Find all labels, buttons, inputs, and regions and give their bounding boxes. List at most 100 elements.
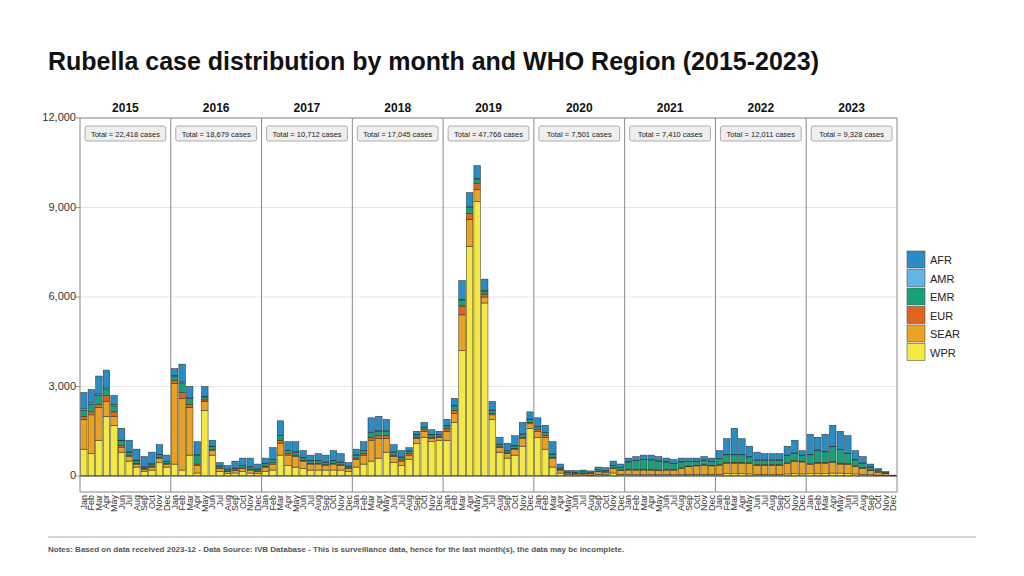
bar-segment [262,464,269,466]
bar-segment [277,421,284,435]
bar-segment [655,461,662,470]
bar-segment [814,450,821,462]
bar-segment [731,455,738,462]
bar-segment [784,455,791,462]
bar-segment [724,455,731,462]
bar-segment [209,455,216,476]
bar-segment [618,464,625,467]
bar-segment [648,470,655,474]
panel-total: Total = 9,328 cases [819,130,884,139]
bar-segment [504,454,511,458]
bar-segment [323,470,330,476]
bar-segment [345,472,352,476]
bar-segment [451,398,458,405]
bar-segment [406,448,413,451]
bar-segment [451,406,458,410]
bar-segment [572,471,579,472]
y-tick-label: 9,000 [48,201,76,213]
bar-segment [671,460,678,464]
bar-segment [761,454,768,460]
bar-segment [149,467,156,470]
bar-segment [217,469,224,472]
bar-segment [315,461,322,463]
bar-segment [474,190,481,202]
bar-segment [398,451,405,457]
bar-segment [678,458,685,462]
bar-segment [171,464,178,476]
bar-segment [489,410,496,413]
bar-segment [247,458,254,467]
bar-segment [232,471,239,473]
bar-segment [202,410,209,476]
bar-segment [497,452,504,476]
bar-segment [852,466,859,473]
bar-segment [466,246,473,476]
bar-segment [557,468,564,469]
bar-segment [829,447,836,462]
bar-segment [534,431,541,437]
bar-segment [391,452,398,455]
bar-segment [459,300,466,306]
bar-segment [625,462,632,469]
bar-segment [391,463,398,476]
panel-year: 2020 [566,101,593,115]
panel-total: Total = 12,011 cases [727,130,796,139]
bar-segment [406,451,413,453]
bar-segment [481,291,488,294]
total-box [357,126,438,141]
bar-segment [179,470,186,476]
bar-segment [118,441,125,445]
bar-segment [708,461,715,465]
bar-segment [557,464,564,468]
bar-segment [277,455,284,476]
bar-segment [481,279,488,291]
bar-segment [111,425,118,476]
bar-segment [323,462,330,464]
bar-segment [224,469,231,470]
legend-label: AFR [930,254,952,266]
bar-segment [814,463,821,473]
bar-segment [565,473,572,474]
bar-segment [754,465,761,474]
bar-segment [701,465,708,474]
bar-segment [368,433,375,437]
bar-segment [164,455,171,461]
bar-segment [663,462,670,469]
panel-year: 2019 [475,101,502,115]
bar-segment [277,443,284,455]
bar-segment [376,439,383,458]
bar-segment [731,463,738,473]
bar-segment [171,369,178,376]
bar-segment [640,460,647,470]
bar-segment [360,451,367,454]
bar-segment [285,451,292,454]
bar-segment [481,297,488,303]
bar-segment [701,460,708,464]
bar-segment [784,446,791,455]
bar-segment [550,454,557,457]
panel-total: Total = 10,712 cases [272,130,341,139]
bar-segment [81,449,88,476]
bar-segment [845,453,852,463]
bar-segment [860,468,867,474]
bar-segment [875,472,882,475]
bar-segment [769,460,776,464]
note: Notes: Based on data received 2023-12 - … [48,545,624,554]
bar-segment [186,404,193,407]
tick-mark [76,476,80,477]
panel-total: Total = 47,766 cases [454,130,523,139]
bar-segment [557,469,564,470]
bar-segment [224,466,231,470]
bar-segment [277,436,284,440]
total-box [176,126,257,141]
bar-segment [429,430,436,435]
bar-segment [776,454,783,460]
bar-segment [398,461,405,465]
bar-segment [504,451,511,453]
panel-separator [261,118,262,492]
bar-segment [368,440,375,461]
legend-label: EUR [930,310,953,322]
bar-segment [655,457,662,461]
bar-segment [746,446,753,456]
bar-segment [784,463,791,473]
